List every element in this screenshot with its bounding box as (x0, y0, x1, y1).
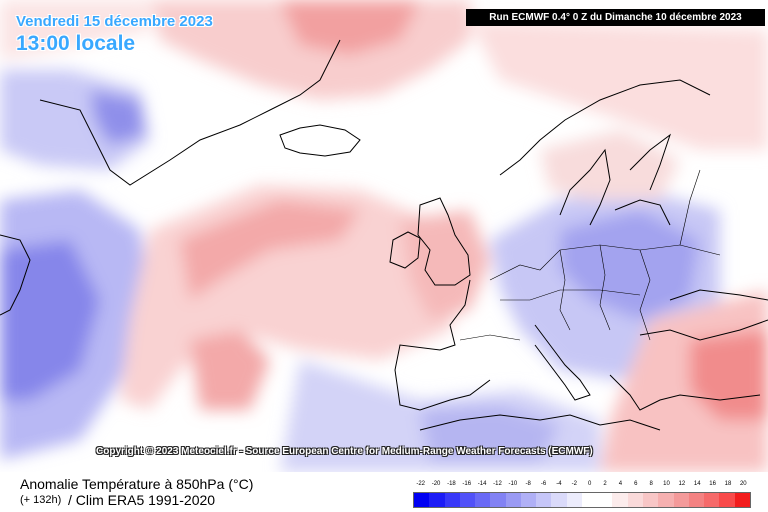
legend-label: 4 (618, 481, 623, 487)
legend-swatch (704, 493, 720, 507)
legend-swatch (536, 493, 552, 507)
legend-swatch (734, 493, 750, 507)
legend-label: 8 (649, 481, 653, 487)
legend-swatch (459, 493, 476, 507)
anomaly-field (0, 0, 768, 472)
legend-labels: -22 -20 -18 -16 -14 -12 -10 -8 -6 -4 -2 0 2 4 6 8 10 12 14… (413, 481, 751, 491)
legend-label: -16 (462, 481, 472, 487)
legend-label: 10 (663, 481, 670, 487)
legend-swatch (551, 493, 567, 507)
copyright-notice: Copyright © 2023 Meteociel.fr - Source E… (96, 446, 593, 457)
legend-swatch (505, 493, 521, 507)
climatology-label: / Clim ERA5 1991-2020 (68, 492, 216, 508)
legend-label: -22 (416, 481, 426, 487)
legend-swatch (719, 493, 735, 507)
legend-swatch (566, 493, 582, 507)
legend-label: -4 (556, 481, 562, 487)
legend-label: 18 (724, 481, 732, 487)
legend-swatch (490, 493, 506, 507)
map-canvas (0, 0, 768, 472)
legend-swatch (414, 493, 430, 507)
legend-label: -20 (431, 481, 441, 487)
legend-swatch (444, 493, 460, 507)
coastlines (0, 39, 768, 431)
legend-swatch (673, 493, 689, 507)
legend-label: 2 (603, 481, 607, 487)
legend-label: 6 (634, 481, 638, 487)
legend-swatch (688, 493, 705, 507)
legend-label: -2 (571, 481, 577, 487)
legend-label: -14 (477, 481, 487, 487)
legend-swatch (658, 493, 674, 507)
legend-label: 14 (693, 481, 701, 487)
color-legend (413, 492, 751, 508)
legend-swatch (475, 493, 491, 507)
legend-label: 0 (588, 481, 592, 487)
legend-label: 12 (678, 481, 686, 487)
legend-label: 16 (709, 481, 716, 487)
forecast-date: Vendredi 15 décembre 2023 (16, 13, 213, 30)
borders (459, 169, 721, 341)
legend-label: -6 (540, 481, 547, 487)
legend-swatch (429, 493, 445, 507)
legend-label: 20 (739, 481, 747, 487)
legend-label: -18 (447, 481, 456, 487)
legend-swatch (642, 493, 659, 507)
legend-label: -12 (493, 481, 502, 487)
forecast-lead: (+ 132h) (20, 494, 62, 506)
forecast-time: 13:00 locale (16, 32, 136, 55)
map-title: Anomalie Température à 850hPa (°C) (20, 476, 254, 492)
legend-swatch (581, 493, 598, 507)
anomaly-map: Vendredi 15 décembre 2023 13:00 locale R… (0, 0, 768, 472)
legend-swatch (627, 493, 643, 507)
legend-swatch (520, 493, 537, 507)
legend-swatch (597, 493, 613, 507)
legend-label: -8 (525, 481, 531, 487)
legend-label: -10 (508, 481, 518, 487)
legend-swatch (612, 493, 628, 507)
run-info: Run ECMWF 0.4° 0 Z du Dimanche 10 décemb… (466, 9, 765, 26)
footer: Anomalie Température à 850hPa (°C) (+ 13… (0, 472, 768, 512)
